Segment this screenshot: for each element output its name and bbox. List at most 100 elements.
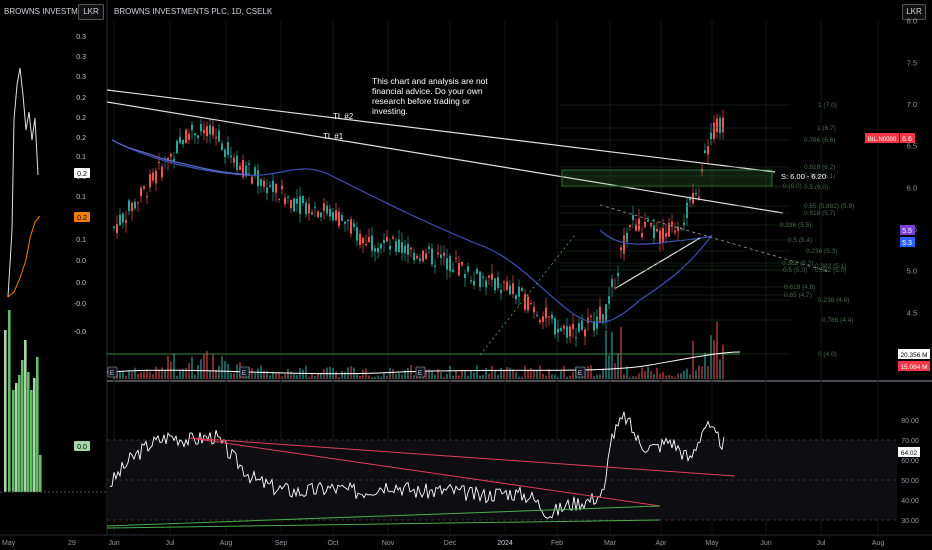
volume-bar <box>671 376 673 379</box>
candle-body <box>458 263 460 276</box>
volume-bar <box>374 376 376 379</box>
candle-body <box>542 316 544 322</box>
volume-bar <box>308 376 310 379</box>
candle-body <box>176 140 178 154</box>
left-histogram-bar <box>21 360 24 492</box>
candle-body <box>482 276 484 279</box>
volume-bar <box>644 371 646 379</box>
candle-body <box>707 146 709 155</box>
candle-body <box>395 241 397 252</box>
volume-bar <box>305 365 307 379</box>
price-badge-blue-text: 5.3 <box>902 240 912 247</box>
candle-body <box>665 233 667 237</box>
volume-bar <box>257 368 259 379</box>
left-scale-label: -0.0 <box>74 329 86 336</box>
x-axis-label: May <box>705 540 719 547</box>
candle-body <box>338 211 340 226</box>
fib-level-label: 0.382 (5.0) <box>815 267 846 274</box>
candle-body <box>548 316 550 318</box>
candle-body <box>491 273 493 280</box>
volume-bar <box>368 375 370 379</box>
support-zone-box <box>561 169 773 187</box>
candle-body <box>242 160 244 178</box>
candle-body <box>497 277 499 289</box>
volume-bar <box>221 356 223 379</box>
left-currency-button[interactable]: LKR <box>78 4 104 20</box>
left-scale-label: -0.0 <box>74 301 86 308</box>
candle-body <box>623 235 625 254</box>
volume-bar <box>362 369 364 379</box>
volume-bar <box>329 366 331 379</box>
candle-body <box>128 200 130 212</box>
price-axis-label: 6.0 <box>907 183 917 192</box>
candle-body <box>620 247 622 251</box>
candle-body <box>344 221 346 224</box>
volume-bar <box>401 374 403 379</box>
left-badge-green-text: 0.0 <box>77 444 87 451</box>
fib-level-label: 0.786 (6.6) <box>804 137 835 144</box>
candle-body <box>359 233 361 245</box>
candle-body <box>140 187 142 197</box>
candle-body <box>347 219 349 222</box>
candle-body <box>155 170 157 184</box>
fib-level-label: 0.236 (4.6) <box>818 297 849 304</box>
candle-body <box>533 306 535 313</box>
candle-body <box>248 163 250 165</box>
rsi-trendline-down-2 <box>189 437 736 477</box>
volume-bar <box>203 354 205 379</box>
left-scale-label: 0.3 <box>76 74 86 81</box>
volume-bar <box>269 375 271 379</box>
candle-body <box>362 237 364 244</box>
candle-body <box>443 252 445 256</box>
candle-body <box>434 265 436 267</box>
left-scale-label: 0.3 <box>76 54 86 61</box>
candle-body <box>446 258 448 270</box>
volume-bar <box>209 370 211 379</box>
candle-body <box>137 202 139 204</box>
volume-bar <box>533 370 535 379</box>
candle-body <box>617 273 619 277</box>
candle-body <box>149 174 151 188</box>
volume-bar <box>134 367 136 379</box>
candle-body <box>713 122 715 140</box>
candle-body <box>614 287 616 289</box>
candle-body <box>644 221 646 228</box>
volume-bar <box>446 373 448 379</box>
volume-bar <box>566 376 568 379</box>
left-badge-green <box>74 441 90 451</box>
event-marker-label: E <box>242 370 247 377</box>
volume-bar <box>287 369 289 379</box>
price-axis-label: 6.5 <box>907 142 917 151</box>
left-histogram-bar <box>39 455 42 492</box>
volume-bar <box>452 375 454 379</box>
x-axis-label: Sep <box>275 540 288 547</box>
candle-body <box>461 261 463 265</box>
rsi-axis-label: 60.00 <box>901 458 919 465</box>
left-white-line <box>7 67 39 298</box>
candle-body <box>161 166 163 178</box>
price-badge-last <box>900 133 915 143</box>
volume-bar <box>320 373 322 379</box>
candle-body <box>662 227 664 243</box>
candle-body <box>479 271 481 288</box>
candle-body <box>440 254 442 258</box>
main-currency-button[interactable]: LKR <box>902 4 926 20</box>
left-histogram-bar <box>33 378 36 492</box>
candle-body <box>584 329 586 337</box>
candle-body <box>329 208 331 217</box>
event-marker <box>107 366 118 378</box>
volume-bar <box>197 364 199 379</box>
volume-badge-red <box>898 361 930 371</box>
volume-bar <box>263 370 265 379</box>
volume-bar <box>338 376 340 379</box>
volume-bar <box>668 374 670 379</box>
volume-bar <box>719 359 721 379</box>
volume-bar <box>440 372 442 379</box>
x-axis-label: Apr <box>656 540 668 547</box>
candle-body <box>302 195 304 204</box>
candle-body <box>326 205 328 214</box>
volume-bar <box>317 373 319 379</box>
volume-bar <box>296 374 298 379</box>
candle-body <box>695 193 697 195</box>
